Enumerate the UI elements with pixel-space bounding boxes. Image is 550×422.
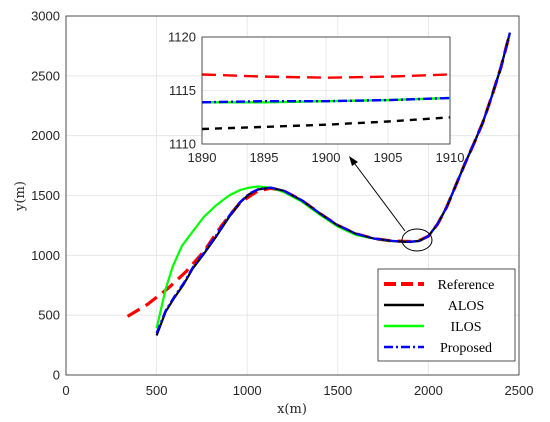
y-axis-label: y(m) bbox=[13, 181, 28, 212]
inset-y-tick-label: 1115 bbox=[169, 83, 196, 98]
main-x-tick-labels: 0 500 1000 1500 2000 2500 bbox=[62, 383, 533, 398]
inset-y-tick-label: 1110 bbox=[169, 137, 196, 152]
zoom-arrow-line bbox=[351, 159, 406, 232]
x-tick-label: 500 bbox=[146, 383, 168, 398]
x-tick-label: 2500 bbox=[505, 383, 534, 398]
y-tick-label: 2000 bbox=[31, 128, 60, 143]
y-tick-label: 3000 bbox=[31, 9, 60, 24]
legend-label-reference: Reference bbox=[438, 278, 495, 293]
inset-series-group bbox=[201, 73, 451, 131]
zoom-region-marker bbox=[401, 228, 433, 252]
legend-box bbox=[377, 268, 516, 362]
inset-series-line-alos bbox=[201, 116, 451, 131]
inset-y-tick-label: 1120 bbox=[168, 30, 196, 45]
x-tick-label: 0 bbox=[62, 383, 69, 398]
y-tick-label: 1000 bbox=[31, 248, 60, 263]
inset-y-tick-labels: 1110 1115 1120 bbox=[168, 30, 196, 152]
series-line-proposed bbox=[155, 32, 511, 334]
legend: Reference ALOS ILOS Proposed bbox=[377, 268, 516, 362]
x-axis-label: x(m) bbox=[277, 402, 307, 417]
x-tick-label: 2000 bbox=[414, 383, 443, 398]
legend-label-alos: ALOS bbox=[448, 299, 485, 314]
x-tick-label: 1000 bbox=[233, 383, 262, 398]
main-series-group bbox=[126, 32, 512, 336]
inset-x-tick-label: 1900 bbox=[312, 150, 341, 165]
main-y-tick-labels: 0 500 1000 1500 2000 2500 3000 bbox=[31, 9, 60, 383]
inset-series-line-proposed bbox=[201, 96, 451, 104]
inset-x-tick-label: 1910 bbox=[436, 150, 465, 165]
y-tick-label: 1500 bbox=[31, 188, 60, 203]
legend-label-ilos: ILOS bbox=[450, 320, 481, 335]
y-tick-label: 0 bbox=[53, 368, 60, 383]
y-tick-label: 500 bbox=[38, 308, 60, 323]
inset-x-tick-label: 1890 bbox=[188, 150, 217, 165]
legend-label-proposed: Proposed bbox=[440, 341, 492, 356]
y-tick-label: 2500 bbox=[31, 68, 60, 83]
x-tick-label: 1500 bbox=[323, 383, 352, 398]
main-axes-box bbox=[65, 15, 520, 376]
inset-axes-box bbox=[201, 36, 451, 145]
inset-x-tick-labels: 1890 1895 1900 1905 1910 bbox=[188, 150, 465, 165]
zoom-arrow-head bbox=[349, 156, 358, 166]
inset-x-tick-label: 1895 bbox=[250, 150, 279, 165]
inset-x-tick-label: 1905 bbox=[374, 150, 403, 165]
